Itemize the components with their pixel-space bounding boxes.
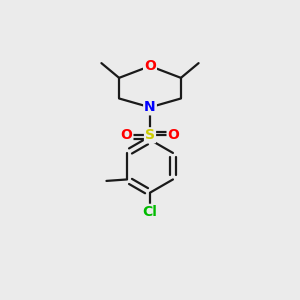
Text: N: N xyxy=(144,100,156,114)
Text: O: O xyxy=(121,128,132,142)
Text: Cl: Cl xyxy=(142,205,158,219)
Text: O: O xyxy=(144,59,156,73)
Text: S: S xyxy=(145,128,155,142)
Text: O: O xyxy=(168,128,179,142)
